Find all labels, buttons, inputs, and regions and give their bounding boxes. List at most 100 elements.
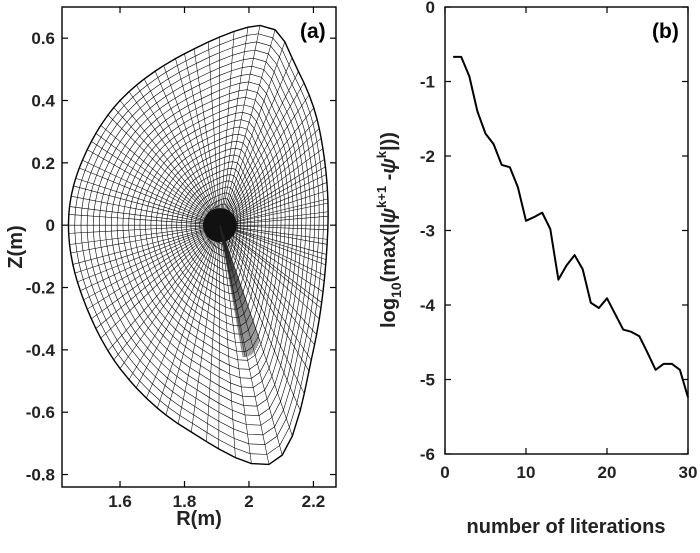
mesh-radial-line — [219, 225, 312, 361]
mesh-radial-line — [91, 141, 221, 226]
panel-a: 1.6 1.8 2 2.2 0.6 0.4 0.2 0 -0.2 -0.4 -0.6 -0.8 (a)… — [5, 6, 337, 530]
panel-label-b: (b) — [652, 20, 679, 43]
y-axis-label-a: Z(m) — [5, 225, 27, 268]
mesh-radial-line — [219, 225, 305, 394]
mesh-radial-line — [219, 159, 325, 226]
mesh-radial-line — [75, 178, 221, 226]
mesh-radial-line — [219, 224, 317, 335]
y-tick-label-b: -1 — [420, 73, 435, 92]
plasma-boundary — [67, 24, 329, 466]
mesh-radial-line — [219, 41, 286, 226]
mesh-radial-line — [79, 167, 221, 226]
mesh-radial-line — [219, 224, 327, 260]
mesh-radial-line — [219, 94, 310, 226]
mesh-radial-line — [177, 225, 221, 424]
mesh-radial-line — [107, 224, 221, 351]
x-axis-label-a: R(m) — [176, 508, 222, 530]
flux-surface — [116, 89, 294, 388]
ylabel-close: |)) — [378, 132, 400, 151]
mesh-radial-line — [73, 185, 221, 226]
mesh-radial-line — [135, 225, 221, 388]
y-tick-label-a: 0 — [46, 216, 55, 235]
mesh-radial-line — [219, 37, 221, 226]
axes-frame-b — [444, 6, 689, 455]
mesh-radial-line — [74, 224, 221, 274]
mesh-radial-line — [219, 190, 328, 226]
x-tick-label-b: 20 — [598, 463, 617, 482]
y-tick-label-b: 0 — [426, 0, 435, 17]
flux-surface — [199, 198, 235, 258]
ticks-a: 1.6 1.8 2 2.2 0.6 0.4 0.2 0 -0.2 -0.4 -0.6 -0.8 — [26, 7, 336, 511]
axes-frame-a — [61, 6, 337, 488]
mesh-radial-line — [219, 182, 328, 226]
mesh-radial-line — [70, 224, 221, 254]
ylabel-sub: 10 — [388, 282, 404, 298]
flux-surface — [110, 81, 298, 398]
mesh-radial-line — [87, 224, 221, 310]
mesh-radial-line — [219, 148, 324, 226]
flux-surface — [134, 112, 282, 361]
mesh-radial-line — [163, 65, 221, 226]
x-tick-label-a: 2 — [244, 492, 253, 511]
mesh-radial-line — [219, 211, 329, 226]
mesh-radial-line — [113, 225, 221, 361]
mesh-radial-line — [157, 225, 221, 409]
mesh-radial-line — [95, 224, 221, 329]
mesh-radial-line — [219, 107, 315, 226]
mesh-radial-line — [107, 114, 221, 226]
ylabel-minus: - — [378, 174, 400, 186]
flux-surface — [166, 154, 259, 310]
flux-surface — [74, 33, 324, 455]
flux-surface — [186, 180, 245, 279]
y-tick-label-a: 0.6 — [31, 29, 55, 48]
mesh-radial-line — [68, 214, 220, 226]
mesh-radial-line — [219, 224, 328, 231]
ylabel-psi-2: ψ — [378, 158, 400, 174]
y-tick-label-a: -0.2 — [26, 279, 55, 298]
x-tick-label-a: 1.6 — [108, 492, 132, 511]
mesh-radial-line — [69, 224, 220, 245]
mesh-radial-line — [146, 225, 221, 399]
mesh-radial-line — [119, 225, 221, 369]
flux-surface — [122, 97, 290, 379]
ylabel-log: log — [378, 298, 400, 328]
mesh-radial-line — [219, 215, 329, 226]
mesh-radial-line — [219, 29, 276, 226]
ylabel-psi-1: ψ — [378, 207, 400, 223]
y-tick-label-b: -2 — [420, 147, 435, 166]
x-tick-label-a: 1.8 — [173, 492, 197, 511]
mesh-radial-line — [219, 224, 328, 240]
mesh-radial-line — [136, 85, 221, 226]
mesh-radial-line — [83, 224, 221, 301]
flux-surface — [128, 104, 286, 370]
y-tick-label-b: -6 — [420, 445, 435, 464]
mesh-radial-line — [219, 198, 328, 226]
mesh-radial-line — [219, 224, 322, 303]
mesh-radial-line — [87, 149, 221, 226]
y-tick-label-a: -0.4 — [26, 341, 56, 360]
y-axis-label-b: log10(max(|ψk+1 -ψk|)) — [374, 132, 404, 328]
mesh-radial-line — [219, 224, 324, 293]
mesh-radial-line — [100, 224, 221, 339]
mesh-radial-line — [219, 224, 325, 282]
mesh-radial-line — [175, 58, 221, 226]
mesh-radial-line — [219, 128, 320, 226]
mesh-radial-line — [82, 159, 221, 226]
mesh-radial-line — [128, 91, 221, 226]
flux-surface — [155, 140, 266, 327]
y-tick-label-b: -3 — [420, 222, 435, 241]
ylabel-sup-1: k+1 — [374, 186, 389, 208]
y-tick-label-b: -4 — [420, 296, 436, 315]
mesh-radial-line — [208, 42, 221, 226]
mesh-radial-line — [206, 225, 221, 442]
mesh-radial-line — [219, 224, 322, 309]
mesh-radial-line — [219, 71, 299, 226]
mesh-radial-line — [219, 225, 315, 346]
flux-surface — [139, 119, 278, 352]
y-tick-label-b: -5 — [420, 371, 435, 390]
mesh-radial-line — [219, 225, 252, 464]
mesh-dense-streak — [219, 224, 261, 358]
x-tick-label-b: 10 — [517, 463, 536, 482]
flux-surface — [105, 73, 303, 407]
